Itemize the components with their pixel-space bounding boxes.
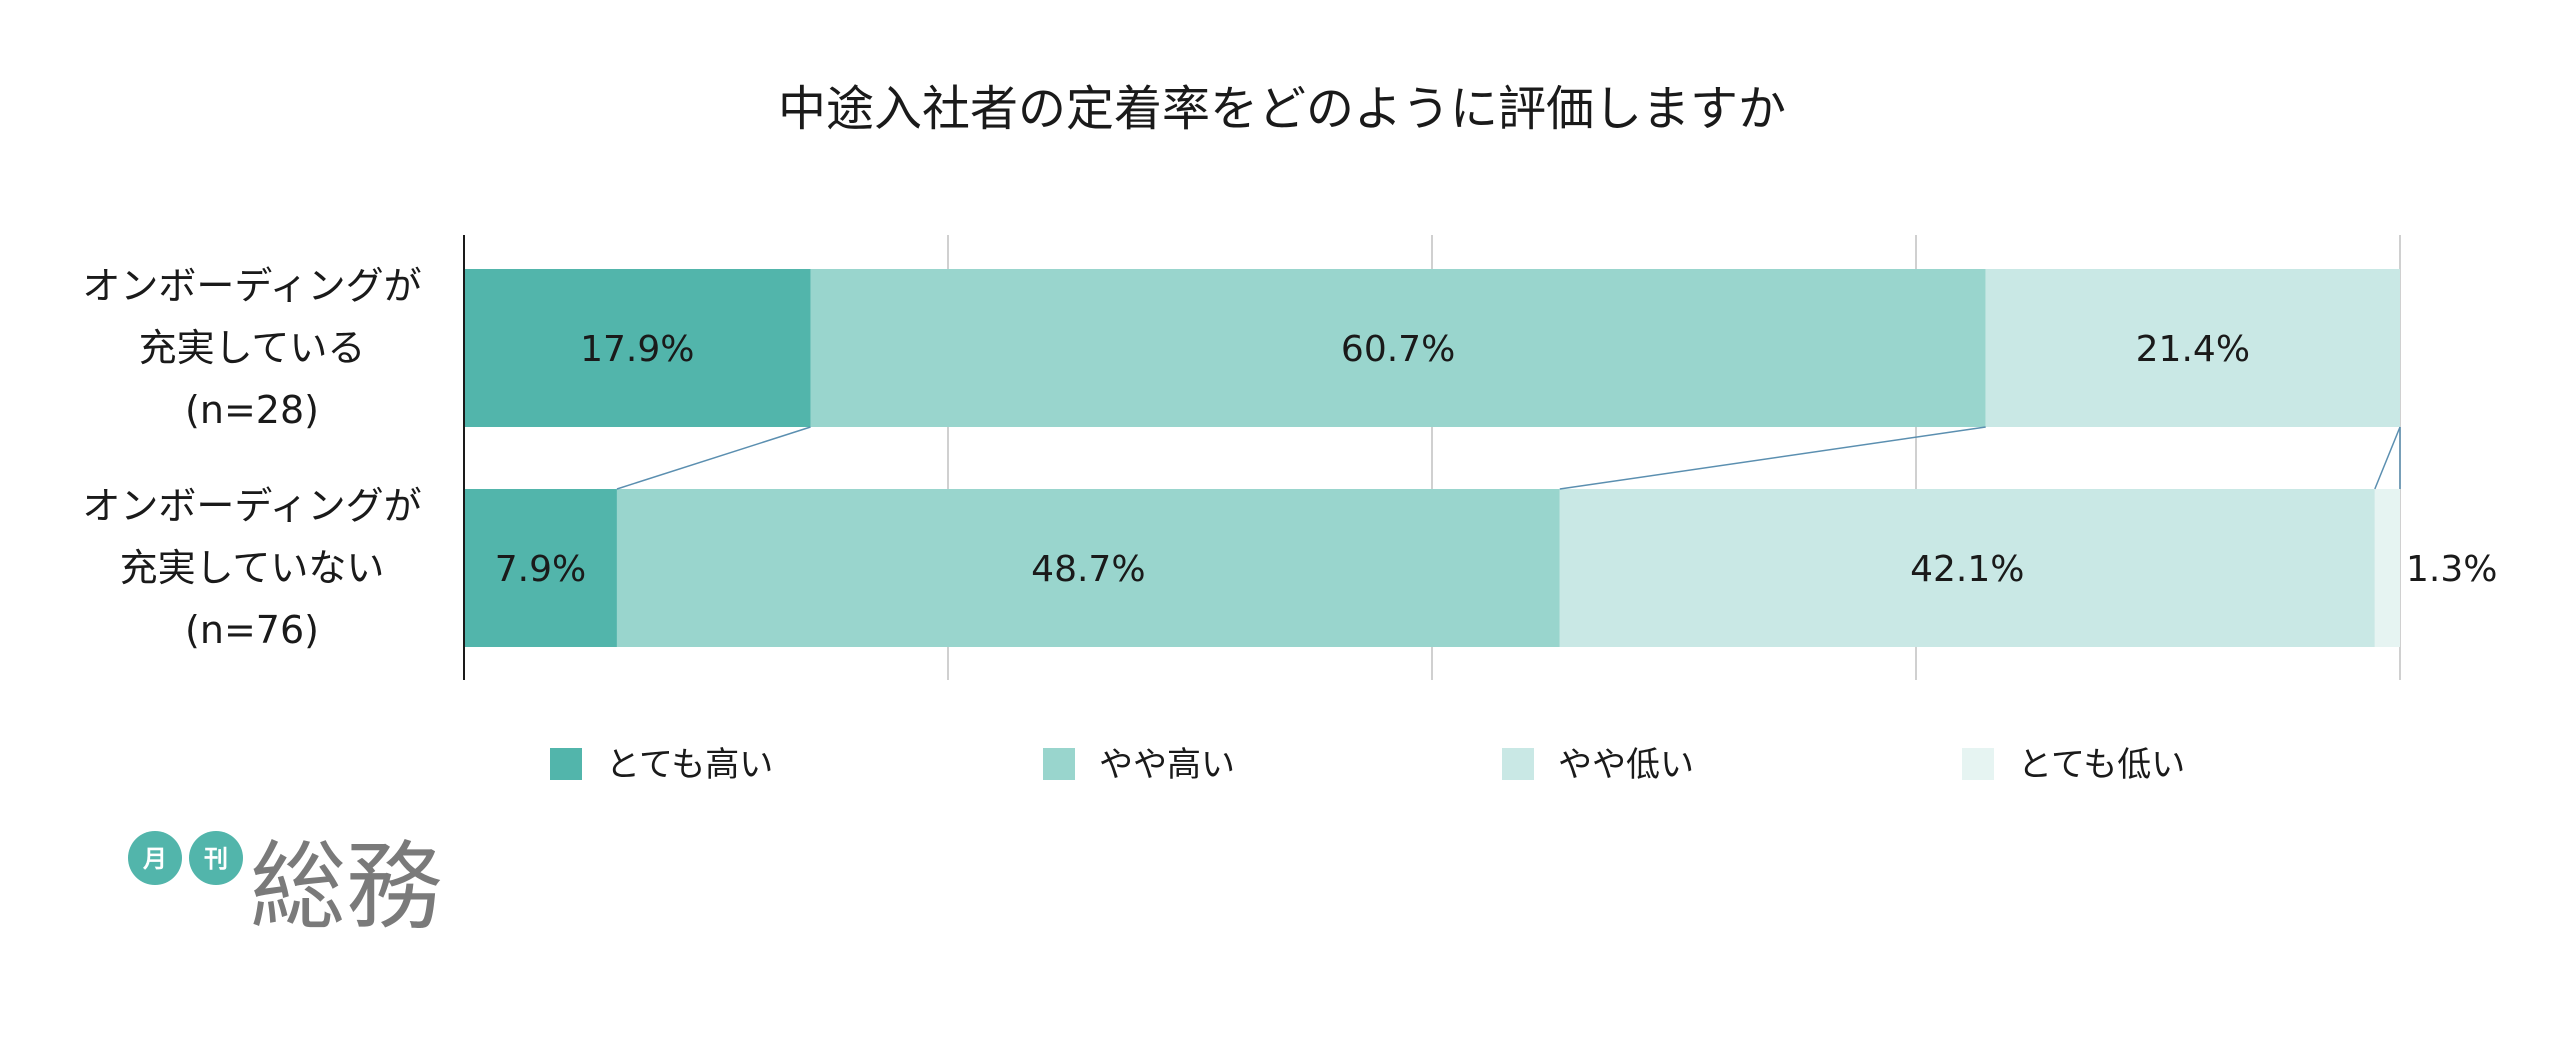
data-label-1-1: 17.9% [580, 329, 694, 370]
bar-2-2 [616, 489, 1560, 647]
data-labels: 17.9% 60.7% 21.4% 7.9% 48.7% 42.1% 1.3% [495, 329, 2498, 590]
series-line-1 [616, 426, 811, 490]
bars [464, 269, 2400, 647]
category-label-2-line-3: (n=76) [185, 608, 319, 652]
bar-2-3 [1559, 489, 2375, 647]
series-line-2 [1559, 426, 1986, 490]
category-label-2-line-2: 充実していない [120, 546, 385, 590]
data-label-2-3: 42.1% [1910, 549, 2024, 590]
bar-2-1 [464, 489, 617, 647]
bar-1-1 [464, 269, 811, 427]
logo: 月 刊 総務 [128, 831, 442, 943]
bar-1-3 [1985, 269, 2400, 427]
logo-badge-1 [128, 831, 182, 885]
category-label-1-line-3: (n=28) [185, 388, 319, 432]
data-label-2-4: 1.3% [2406, 549, 2497, 590]
bar-1-2 [810, 269, 1986, 427]
data-label-1-2: 60.7% [1341, 329, 1455, 370]
category-label-2-line-1: オンボーディングが [82, 484, 421, 528]
legend-label-1: とても高い [606, 745, 773, 785]
legend-swatch-1 [550, 748, 582, 780]
bar-2-4 [2374, 489, 2400, 647]
legend-swatch-4 [1962, 748, 1994, 780]
logo-badge-1-text: 月 [142, 845, 167, 873]
chart-title: 中途入社者の定着率をどのように評価しますか [778, 81, 1786, 137]
data-label-1-3: 21.4% [2136, 329, 2250, 370]
legend-label-3: やや低い [1558, 745, 1694, 785]
legend-swatch-2 [1043, 748, 1075, 780]
data-label-2-1: 7.9% [495, 549, 586, 590]
logo-badge-2 [189, 831, 243, 885]
data-label-2-2: 48.7% [1031, 549, 1145, 590]
logo-name: 総務 [250, 831, 442, 943]
legend-label-2: やや高い [1099, 745, 1235, 785]
legend-swatch-3 [1502, 748, 1534, 780]
logo-badge-2-text: 刊 [204, 845, 228, 873]
category-label-1-line-1: オンボーディングが [82, 264, 421, 308]
series-line-3 [2374, 426, 2401, 490]
legend: とても高い やや高い やや低い とても低い [550, 745, 2185, 785]
category-label-1-line-2: 充実している [139, 326, 366, 370]
legend-label-4: とても低い [2018, 745, 2185, 785]
series-lines [616, 426, 2401, 490]
